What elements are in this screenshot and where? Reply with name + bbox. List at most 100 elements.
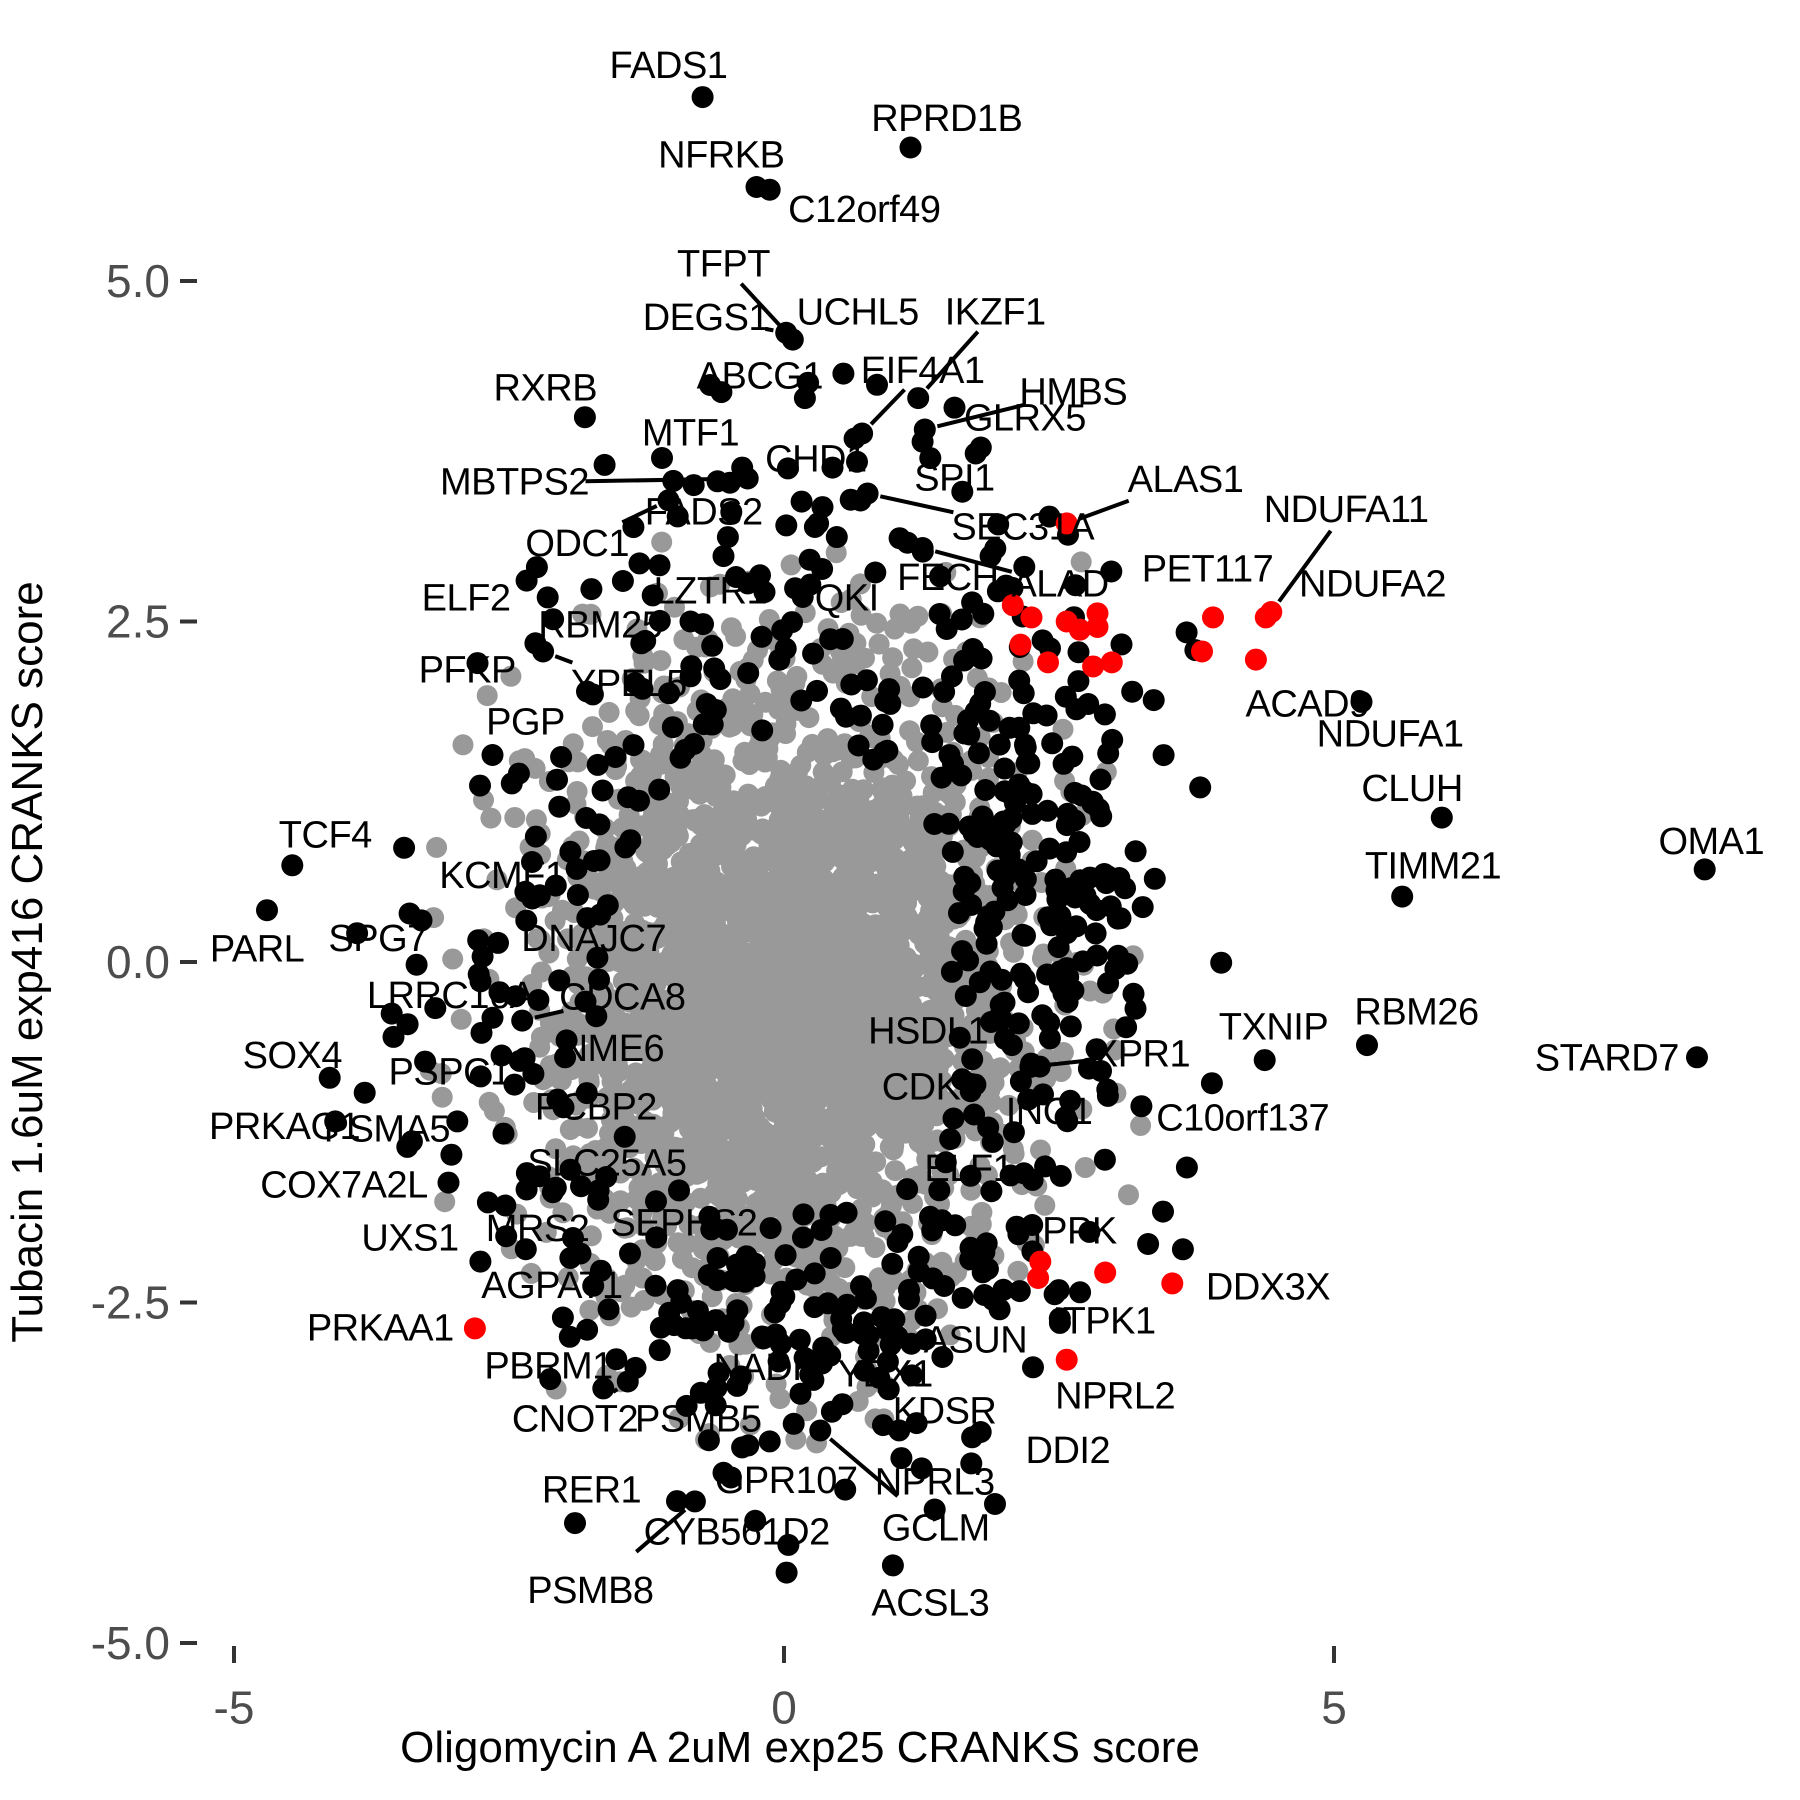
gene-point-FADS1 bbox=[691, 86, 714, 109]
gene-label-SPI1: SPI1 bbox=[914, 458, 994, 500]
x-tick-label: -5 bbox=[214, 1682, 255, 1734]
background-point bbox=[1007, 1260, 1029, 1282]
highlight-point bbox=[751, 719, 774, 742]
highlight-point bbox=[881, 1252, 904, 1275]
gene-label-PRKAG1: PRKAG1 bbox=[209, 1106, 360, 1148]
background-point bbox=[904, 953, 926, 975]
background-point bbox=[545, 1138, 567, 1160]
gene-point-RBM26 bbox=[1356, 1034, 1378, 1057]
gene-label-FADS1: FADS1 bbox=[610, 45, 728, 87]
highlight-point bbox=[929, 565, 952, 588]
background-point bbox=[557, 1266, 579, 1288]
background-point bbox=[633, 1091, 655, 1113]
background-point bbox=[710, 993, 732, 1015]
highlight-point bbox=[648, 778, 671, 801]
highlight-point bbox=[819, 1247, 842, 1269]
highlight-point bbox=[1210, 951, 1233, 974]
background-point bbox=[593, 1147, 615, 1169]
gene-label-LZTR1: LZTR1 bbox=[653, 571, 767, 613]
highlight-point bbox=[1056, 1110, 1079, 1133]
highlight-point bbox=[911, 676, 934, 699]
background-point bbox=[695, 979, 717, 1001]
background-point bbox=[864, 914, 886, 936]
highlight-point bbox=[1089, 768, 1112, 791]
background-point bbox=[865, 819, 887, 841]
background-point bbox=[755, 786, 776, 807]
highlight-point bbox=[651, 447, 673, 469]
gene-label-PSMB5: PSMB5 bbox=[635, 1399, 761, 1441]
highlight-point bbox=[1079, 892, 1101, 915]
highlight-point bbox=[934, 1151, 957, 1174]
background-point bbox=[566, 948, 588, 970]
highlight-point bbox=[597, 1298, 620, 1321]
highlight-point bbox=[1097, 742, 1120, 765]
highlight-point bbox=[750, 625, 773, 648]
highlight-point bbox=[706, 1247, 729, 1269]
gene-point-SOX4 bbox=[318, 1066, 341, 1089]
background-point bbox=[615, 857, 637, 879]
highlight-point bbox=[1077, 693, 1100, 715]
highlight-point bbox=[883, 1308, 906, 1331]
highlight-point bbox=[717, 1320, 740, 1343]
gene-point-PARL bbox=[256, 899, 278, 922]
highlight-point bbox=[944, 1214, 967, 1237]
gene-label-CNOT2: CNOT2 bbox=[512, 1399, 638, 1441]
highlight-point bbox=[1038, 1027, 1061, 1050]
highlight-point bbox=[1047, 936, 1070, 959]
highlight-point bbox=[396, 1135, 419, 1158]
background-point bbox=[552, 899, 573, 921]
background-point bbox=[683, 1065, 705, 1087]
highlight-point bbox=[821, 456, 844, 479]
background-point bbox=[625, 700, 647, 722]
highlight-point bbox=[998, 716, 1021, 739]
highlight-point bbox=[1175, 1156, 1198, 1179]
gene-point-PCBP2 bbox=[492, 1122, 515, 1145]
background-point bbox=[853, 978, 875, 999]
highlight-point bbox=[1067, 641, 1090, 664]
highlight-point bbox=[544, 874, 567, 897]
gene-label-GCLM: GCLM bbox=[882, 1508, 990, 1550]
background-point bbox=[681, 1257, 703, 1279]
background-point bbox=[868, 633, 890, 655]
highlight-point bbox=[958, 723, 981, 746]
background-point bbox=[901, 1099, 923, 1121]
highlight-point bbox=[476, 1191, 499, 1214]
highlight-point bbox=[782, 1412, 805, 1435]
gene-point-C10orf137 bbox=[1200, 1072, 1223, 1095]
highlight-point bbox=[775, 514, 798, 537]
background-point bbox=[701, 1286, 723, 1308]
background-point bbox=[683, 779, 705, 801]
background-point bbox=[480, 807, 502, 829]
highlight-point bbox=[1055, 957, 1078, 980]
highlight-point bbox=[469, 1065, 492, 1088]
background-point bbox=[736, 920, 758, 942]
gene-label-XPR1: XPR1 bbox=[1093, 1034, 1190, 1076]
highlight-point bbox=[853, 1359, 876, 1382]
highlight-point bbox=[767, 1350, 790, 1373]
highlight-point bbox=[775, 1561, 798, 1584]
leader-line bbox=[739, 282, 786, 332]
highlight-point bbox=[575, 1082, 598, 1105]
highlight-point bbox=[494, 1194, 517, 1217]
highlight-point bbox=[1171, 1238, 1194, 1261]
background-point bbox=[1130, 1115, 1152, 1136]
highlight-point bbox=[622, 734, 645, 757]
gene-label-PFKP: PFKP bbox=[419, 650, 516, 692]
background-point bbox=[737, 790, 759, 812]
background-point bbox=[998, 1094, 1020, 1116]
gene-label-OMA1: OMA1 bbox=[1658, 821, 1764, 863]
highlight-point bbox=[596, 894, 619, 917]
background-point bbox=[739, 1414, 761, 1436]
background-point bbox=[1052, 1042, 1074, 1063]
highlight-point bbox=[967, 742, 990, 765]
highlight-point bbox=[855, 669, 878, 692]
highlight-point bbox=[951, 1286, 974, 1309]
gene-label-MRS2: MRS2 bbox=[486, 1208, 590, 1250]
highlight-point bbox=[628, 552, 651, 575]
gene-label-IKZF1: IKZF1 bbox=[945, 291, 1046, 333]
background-point bbox=[907, 976, 929, 998]
background-point bbox=[736, 956, 758, 978]
background-point bbox=[670, 1093, 692, 1115]
gene-label-SLC25A5: SLC25A5 bbox=[527, 1143, 686, 1185]
